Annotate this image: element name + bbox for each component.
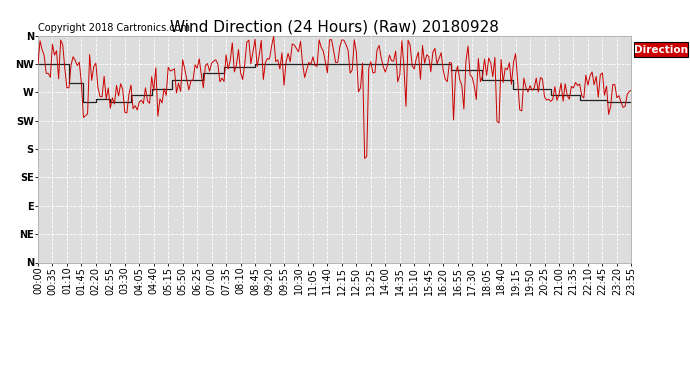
Text: Direction: Direction xyxy=(634,45,688,55)
FancyBboxPatch shape xyxy=(634,42,688,57)
Title: Wind Direction (24 Hours) (Raw) 20180928: Wind Direction (24 Hours) (Raw) 20180928 xyxy=(170,20,499,34)
Text: Copyright 2018 Cartronics.com: Copyright 2018 Cartronics.com xyxy=(38,23,190,33)
